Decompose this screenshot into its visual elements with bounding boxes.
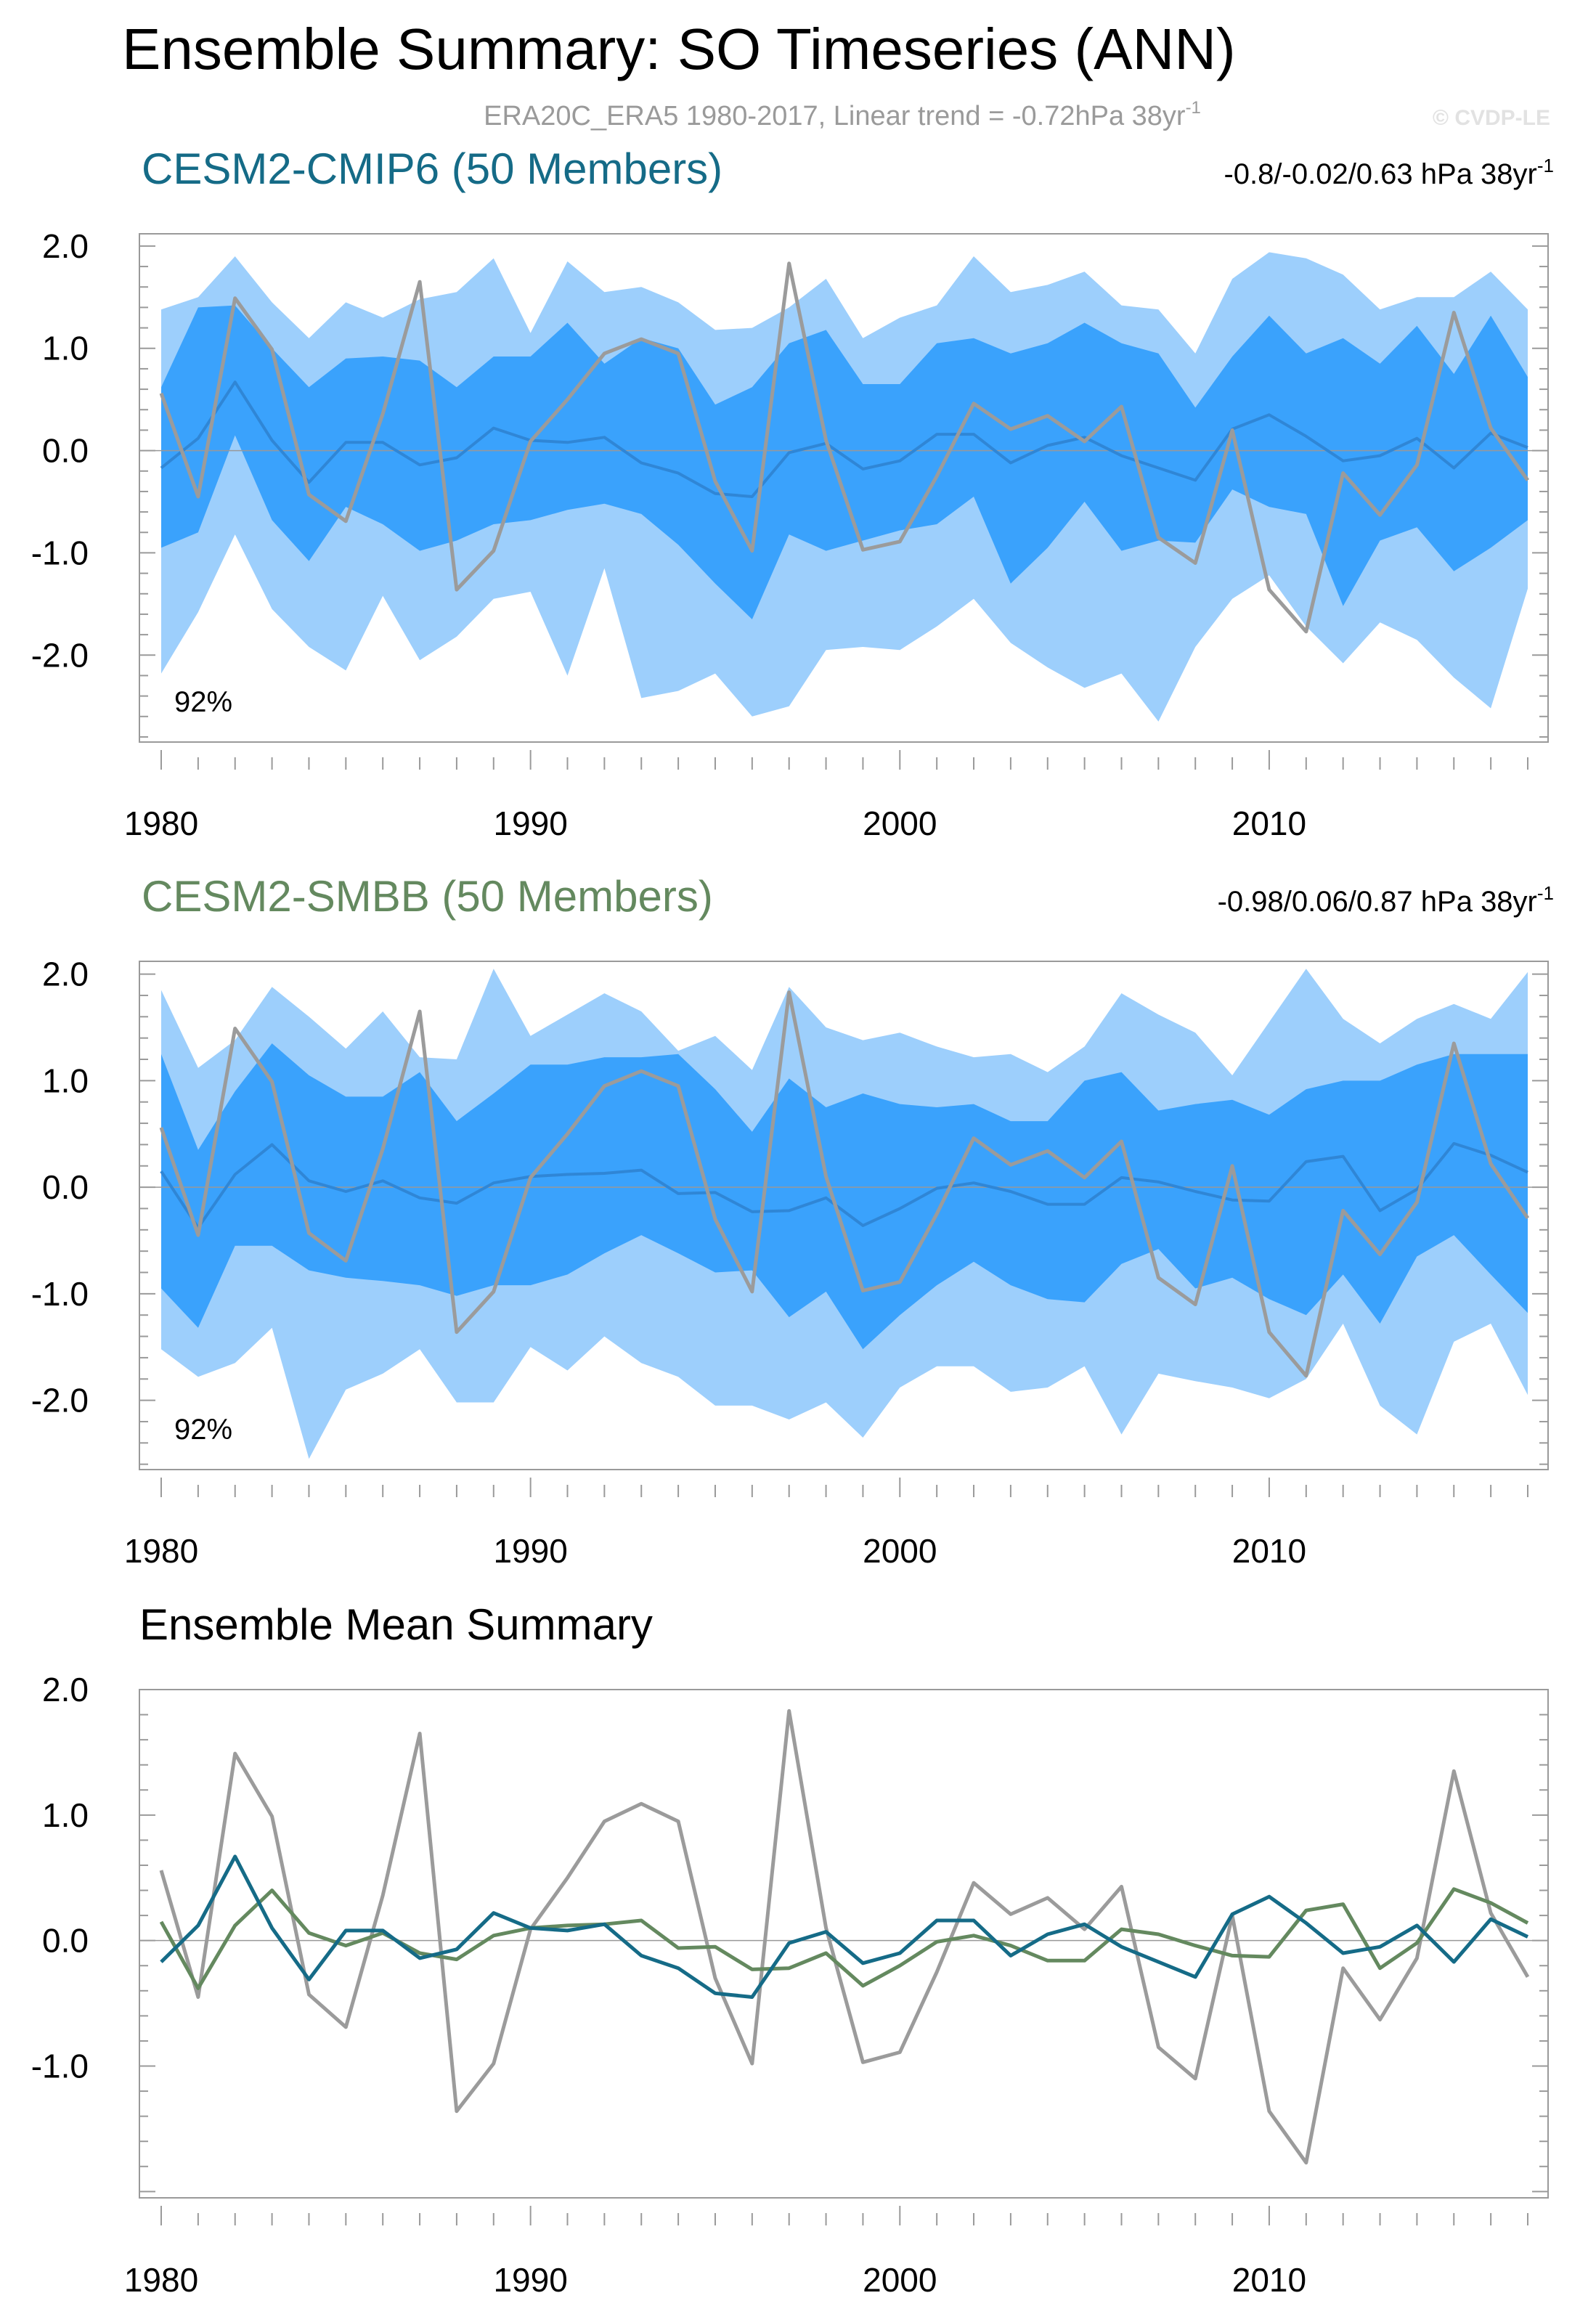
cmip6-panel-title: CESM2-CMIP6 (50 Members) bbox=[142, 144, 722, 193]
main-title: Ensemble Summary: SO Timeseries (ANN) bbox=[122, 17, 1236, 81]
cmip6-panel: CESM2-CMIP6 (50 Members) -0.8/-0.02/0.63… bbox=[31, 144, 1554, 842]
smbb-observed-line bbox=[159, 990, 1530, 1378]
ensemble-mean-x-tick-label: 1990 bbox=[493, 2261, 567, 2299]
smbb-y-tick-label: 1.0 bbox=[42, 1062, 89, 1099]
ensemble-mean-panel-title: Ensemble Mean Summary bbox=[139, 1600, 653, 1649]
smbb-trend-label: -0.98/0.06/0.87 hPa 38yr-1 bbox=[1218, 882, 1554, 918]
smbb-panel-title: CESM2-SMBB (50 Members) bbox=[142, 872, 713, 921]
cmip6-observed-line bbox=[159, 261, 1530, 634]
cmip6-inner-spread-band bbox=[161, 305, 1528, 619]
ensemble-mean-y-tick-label: 1.0 bbox=[42, 1796, 89, 1834]
watermark: © CVDP-LE bbox=[1433, 106, 1550, 130]
smbb-y-tick-label: 2.0 bbox=[42, 956, 89, 993]
cmip6-y-tick-label: 0.0 bbox=[42, 432, 89, 470]
cmip6-x-tick-label: 2010 bbox=[1232, 804, 1306, 842]
ensemble-mean-observed-line bbox=[159, 1708, 1530, 2165]
smbb-inner-spread-band bbox=[161, 1043, 1528, 1350]
smbb-x-tick-label: 2000 bbox=[863, 1532, 937, 1570]
smbb-y-tick-label: -1.0 bbox=[31, 1275, 89, 1313]
ensemble-mean-plot-frame bbox=[139, 1689, 1549, 2199]
smbb-ensemble-mean-line bbox=[160, 1141, 1528, 1229]
cmip6-percent-label: 92% bbox=[174, 686, 232, 718]
cmip6-ensemble-mean-line bbox=[160, 380, 1528, 498]
ensemble-mean-x-tick-label: 1980 bbox=[124, 2261, 198, 2299]
ensemble-mean-cmip6-mean-line bbox=[160, 1854, 1529, 1999]
ensemble-mean-y-tick-label: 2.0 bbox=[42, 1671, 89, 1708]
cmip6-y-tick-label: 1.0 bbox=[42, 330, 89, 367]
ensemble-mean-x-tick-label: 2010 bbox=[1232, 2261, 1306, 2299]
cmip6-x-tick-label: 1980 bbox=[124, 804, 198, 842]
cmip6-x-tick-label: 1990 bbox=[493, 804, 567, 842]
cmip6-y-tick-label: -1.0 bbox=[31, 534, 89, 571]
cmip6-plot-frame bbox=[139, 233, 1549, 743]
cmip6-x-tick-label: 2000 bbox=[863, 804, 937, 842]
cmip6-y-tick-label: 2.0 bbox=[42, 227, 89, 265]
ensemble-mean-x-tick-label: 2000 bbox=[863, 2261, 937, 2299]
smbb-plot-frame bbox=[139, 961, 1549, 1470]
smbb-panel: CESM2-SMBB (50 Members) -0.98/0.06/0.87 … bbox=[31, 872, 1554, 1570]
ensemble-mean-y-tick-label: 0.0 bbox=[42, 1922, 89, 1960]
ensemble-mean-y-tick-label: -1.0 bbox=[31, 2048, 89, 2085]
smbb-x-tick-label: 1980 bbox=[124, 1532, 198, 1570]
subtitle: ERA20C_ERA5 1980-2017, Linear trend = -0… bbox=[484, 98, 1201, 131]
ensemble-mean-panel: Ensemble Mean Summary 2.0 1.0 0.0 -1.0 1980 1… bbox=[31, 1600, 1549, 2299]
smbb-x-tick-label: 2010 bbox=[1232, 1532, 1306, 1570]
smbb-y-tick-label: -2.0 bbox=[31, 1382, 89, 1419]
smbb-x-tick-label: 1990 bbox=[493, 1532, 567, 1570]
smbb-y-tick-label: 0.0 bbox=[42, 1168, 89, 1206]
cmip6-y-tick-label: -2.0 bbox=[31, 636, 89, 674]
smbb-percent-label: 92% bbox=[174, 1414, 232, 1446]
cmip6-trend-label: -0.8/-0.02/0.63 hPa 38yr-1 bbox=[1224, 155, 1554, 190]
